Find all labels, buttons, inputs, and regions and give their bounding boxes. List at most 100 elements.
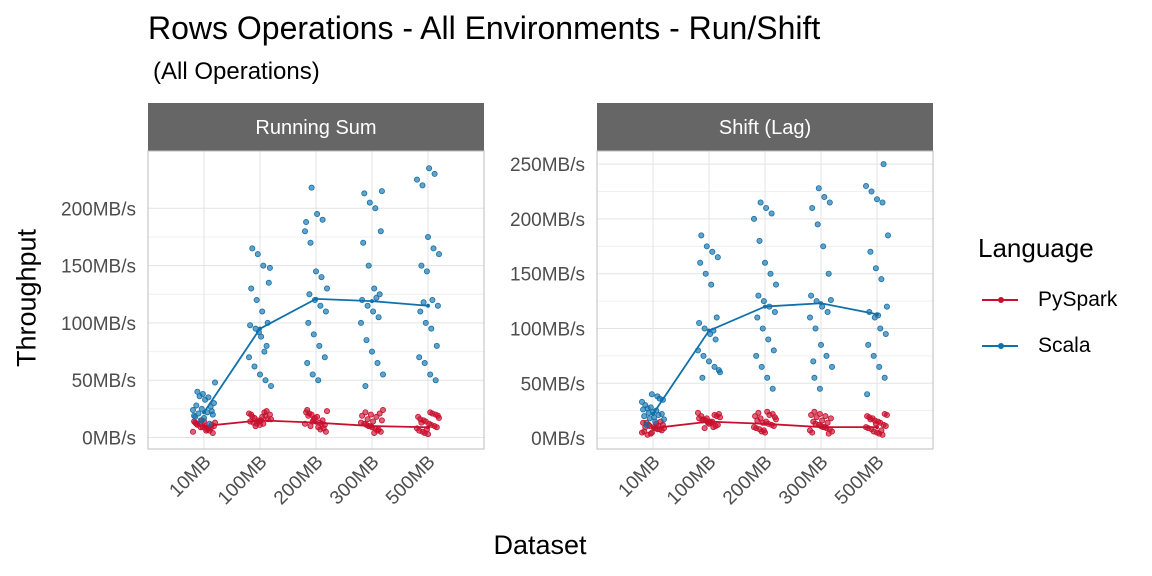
data-point [870,352,877,359]
data-point [322,308,329,315]
data-point [206,420,213,427]
data-point [256,371,263,378]
data-point [318,274,325,281]
data-point [769,385,776,392]
data-point [306,410,313,417]
data-point [370,308,377,315]
data-point [808,292,815,299]
mean-point [875,312,879,317]
data-point [254,251,261,258]
legend-key-scala [980,334,1020,358]
mean-point [370,424,374,429]
data-point [864,391,871,398]
data-point [419,182,426,189]
data-point [702,270,709,277]
x-tick-label: 300MB [775,452,832,509]
data-point [821,194,828,201]
data-point [829,363,836,370]
mean-point [426,425,430,430]
data-point [754,314,761,321]
data-point [194,421,201,428]
data-point [208,408,215,415]
data-point [259,308,266,315]
data-point [253,296,260,303]
mean-point [202,410,206,415]
data-point [360,239,367,246]
data-point [763,204,770,211]
data-point [760,298,767,305]
data-point [698,232,705,239]
data-point [661,416,668,423]
mean-point [314,420,318,425]
y-tick-label: 150MB/s [510,265,585,286]
data-point [260,262,267,269]
data-point [882,330,889,337]
data-point [765,336,772,343]
data-point [768,210,775,217]
data-point [773,416,780,423]
data-point [305,319,312,326]
data-point [251,363,258,370]
series-pyspark [189,407,442,438]
data-point [807,314,814,321]
data-point [307,239,314,246]
data-point [416,354,423,361]
mean-point [202,424,206,429]
data-point [375,314,382,321]
x-tick-label: 200MB [270,452,327,509]
data-point [820,243,827,250]
x-tick-label: 500MB [382,452,439,509]
data-point [323,408,330,415]
data-point [262,377,269,384]
mean-point [707,328,711,333]
chart-title: Rows Operations - All Environments - Run… [148,10,821,46]
data-point [713,314,720,321]
data-point [822,413,829,420]
data-point [867,416,874,423]
data-point [426,165,433,172]
facet-strip-label: Running Sum [255,117,376,139]
y-tick-label: 200MB/s [61,199,136,220]
data-point [435,415,442,422]
data-point [196,393,203,400]
data-point [827,415,834,422]
data-point [263,342,270,349]
x-axis-label: Dataset [493,530,587,560]
data-point [263,408,270,415]
data-point [879,199,886,206]
panel-1: Running Sum 0MB/s 50MB/s 100MB/s 150MB/s 200M… [61,103,485,509]
data-point [640,406,647,413]
data-point [753,425,760,432]
data-point [808,412,815,419]
data-point [435,251,442,258]
data-point [711,363,718,370]
data-point [868,188,875,195]
data-point [418,419,425,426]
data-point [758,363,765,370]
data-point [874,196,881,203]
mean-point [763,304,767,309]
data-point [645,409,652,416]
data-point [374,360,381,367]
data-point [770,347,777,354]
data-point [303,219,310,226]
data-point [755,409,762,416]
mean-point [651,411,655,416]
panel-border [596,150,934,450]
data-point [824,419,831,426]
legend-key-pyspark [980,288,1020,312]
data-point [253,420,260,427]
data-point [317,426,324,433]
data-point [378,188,385,195]
data-point [248,411,255,418]
x-tick-label: 10MB [615,452,665,502]
data-point [423,268,430,275]
data-point [420,299,427,306]
y-tick-label: 100MB/s [61,314,136,335]
data-point [366,199,373,206]
data-point [708,281,715,288]
data-point [656,395,663,402]
data-point [882,422,889,429]
data-point [379,371,386,378]
data-point [416,427,423,434]
